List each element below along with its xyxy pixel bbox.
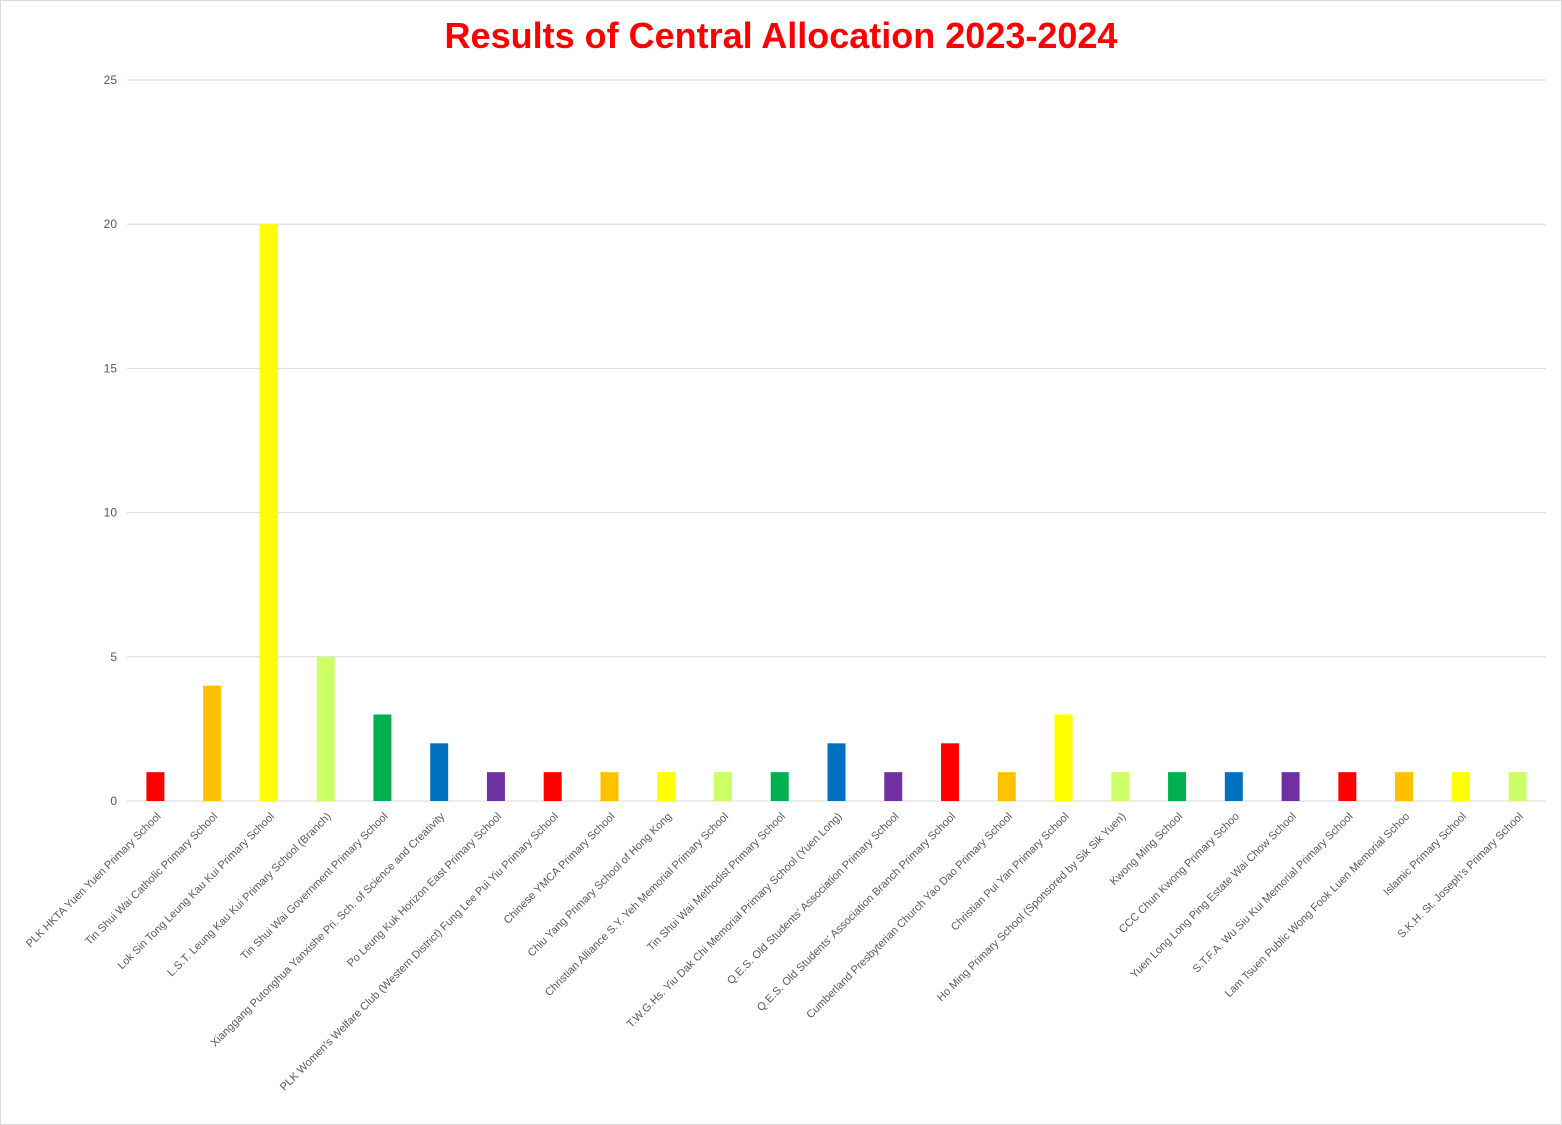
x-tick-label: S.K.H. St. Joseph's Primary School bbox=[1396, 811, 1526, 941]
bar bbox=[997, 772, 1016, 801]
x-tick-label: Ho Ming Primary School (Sponsored by Sik… bbox=[935, 811, 1128, 1004]
bar bbox=[713, 772, 732, 801]
bar bbox=[1224, 772, 1243, 801]
bar bbox=[1338, 772, 1357, 801]
bar bbox=[543, 772, 562, 801]
bar bbox=[657, 772, 676, 801]
bar bbox=[1054, 714, 1073, 801]
bar bbox=[316, 656, 335, 801]
bar bbox=[1281, 772, 1300, 801]
bar bbox=[486, 772, 505, 801]
x-tick-label: PLK Women's Welfare Club (Western Distri… bbox=[278, 811, 561, 1094]
y-tick-label: 10 bbox=[104, 506, 118, 520]
bar bbox=[1111, 772, 1130, 801]
chart-title: Results of Central Allocation 2023-2024 bbox=[444, 15, 1118, 56]
y-tick-label: 15 bbox=[104, 361, 118, 375]
bar bbox=[770, 772, 789, 801]
x-tick-label: Christian Pui Yan Primary School bbox=[949, 811, 1072, 934]
bar bbox=[1451, 772, 1470, 801]
bar bbox=[430, 743, 449, 801]
bar bbox=[203, 685, 222, 801]
bar bbox=[259, 224, 278, 801]
bar bbox=[373, 714, 392, 801]
bar bbox=[146, 772, 165, 801]
bar bbox=[1168, 772, 1187, 801]
bar bbox=[1508, 772, 1527, 801]
bar bbox=[884, 772, 903, 801]
y-tick-label: 25 bbox=[104, 73, 118, 87]
bar bbox=[600, 772, 619, 801]
y-tick-label: 20 bbox=[104, 217, 118, 231]
y-tick-label: 0 bbox=[110, 794, 117, 808]
bar bbox=[941, 743, 960, 801]
bar bbox=[1395, 772, 1414, 801]
x-tick-label: Chinese YMCA Primary School bbox=[502, 811, 618, 927]
x-tick-label: T.W.G.Hs. Yiu Dak Chi Memorial Primary S… bbox=[625, 811, 845, 1031]
x-tick-label: CCC Chun Kwong Primary Schoo bbox=[1117, 811, 1242, 936]
x-tick-label: Q.E.S. Old Students' Association Branch … bbox=[755, 811, 958, 1014]
y-tick-label: 5 bbox=[110, 650, 117, 664]
bar bbox=[827, 743, 846, 801]
x-tick-label: Cumberland Presbyterian Church Yao Dao P… bbox=[804, 811, 1015, 1022]
